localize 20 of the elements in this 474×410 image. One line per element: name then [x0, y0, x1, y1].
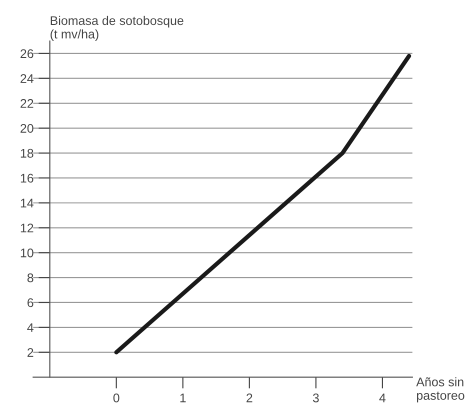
- x-tick-label: 0: [113, 394, 120, 402]
- y-tick-label: 6: [28, 298, 34, 308]
- y-tick-label: 16: [20, 174, 34, 183]
- x-tick-label: 1: [180, 394, 186, 402]
- y-tick-label: 12: [20, 224, 34, 232]
- y-tick-label: 10: [20, 248, 34, 258]
- x-axis-title: Años sin pastoreo: [416, 377, 464, 402]
- y-tick-label: 2: [28, 348, 34, 357]
- y-tick-label: 8: [27, 273, 34, 282]
- x-tick-label: 4: [379, 394, 386, 402]
- y-axis-title: Biomasa de sotobosque (t mv/ha): [50, 16, 184, 41]
- y-tick-label: 24: [20, 74, 34, 83]
- y-tick-label: 14: [20, 198, 34, 208]
- y-tick-label: 18: [20, 148, 34, 158]
- y-tick-label: 20: [20, 124, 34, 133]
- x-tick-label: 3: [312, 394, 319, 402]
- x-tick-label: 2: [246, 394, 252, 402]
- y-tick-label: 4: [27, 323, 34, 332]
- y-tick-label: 26: [20, 49, 34, 58]
- y-tick-label: 22: [20, 99, 34, 108]
